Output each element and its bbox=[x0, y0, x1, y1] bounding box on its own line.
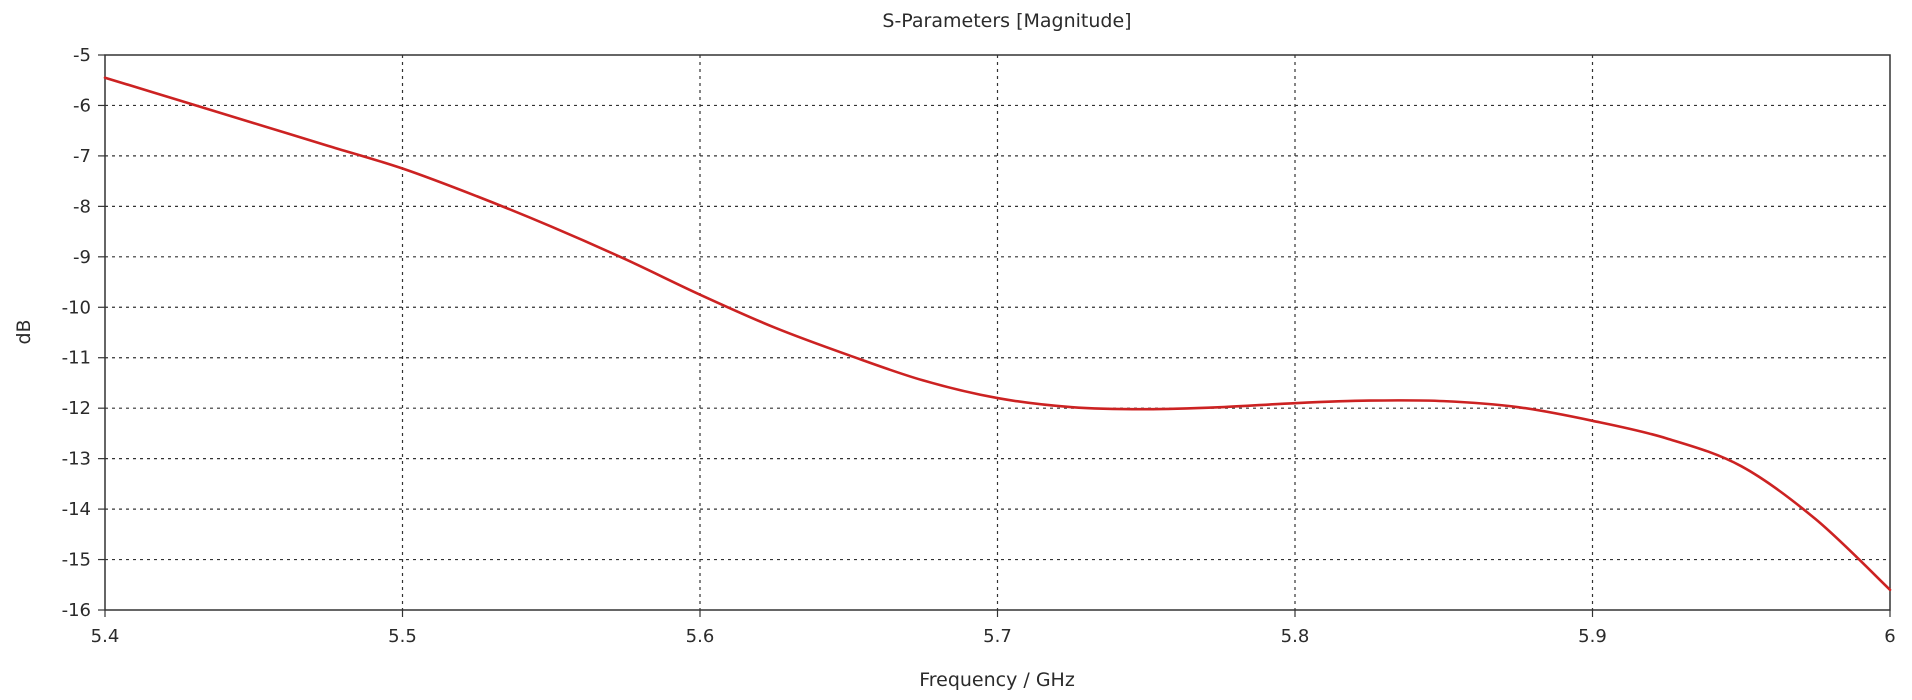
x-tick-label: 5.6 bbox=[686, 626, 715, 647]
y-tick-label: -6 bbox=[73, 95, 91, 116]
y-tick-label: -10 bbox=[62, 297, 91, 318]
series-line bbox=[103, 76, 1892, 592]
y-tick-label: -5 bbox=[73, 45, 91, 66]
y-tick-label: -8 bbox=[73, 196, 91, 217]
x-axis-label: Frequency / GHz bbox=[919, 669, 1075, 691]
y-tick-label: -11 bbox=[62, 348, 91, 369]
y-axis-label: dB bbox=[13, 319, 35, 344]
x-tick-label: 5.7 bbox=[983, 626, 1012, 647]
chart-title: S-Parameters [Magnitude] bbox=[882, 10, 1131, 32]
x-tick-label: 5.8 bbox=[1281, 626, 1310, 647]
y-tick-label: -9 bbox=[73, 247, 91, 268]
x-tick-label: 5.9 bbox=[1578, 626, 1607, 647]
x-tick-labels: 5.4 5.5 5.6 5.7 5.8 5.9 6 bbox=[91, 626, 1896, 647]
series-group bbox=[103, 76, 1892, 592]
grid-lines bbox=[105, 55, 1890, 610]
y-tick-label: -12 bbox=[62, 398, 91, 419]
x-tick-label: 5.5 bbox=[388, 626, 417, 647]
tick-marks bbox=[98, 54, 1891, 617]
y-tick-labels: -5 -6 -7 -8 -9 -10 -11 -12 -13 -14 -15 -16 bbox=[62, 45, 91, 621]
y-tick-label: -16 bbox=[62, 600, 91, 621]
y-tick-label: -15 bbox=[62, 550, 91, 571]
x-tick-label: 5.4 bbox=[91, 626, 120, 647]
y-tick-label: -14 bbox=[62, 499, 91, 520]
y-tick-label: -7 bbox=[73, 146, 91, 167]
y-tick-label: -13 bbox=[62, 449, 91, 470]
x-tick-label: 6 bbox=[1884, 626, 1895, 647]
